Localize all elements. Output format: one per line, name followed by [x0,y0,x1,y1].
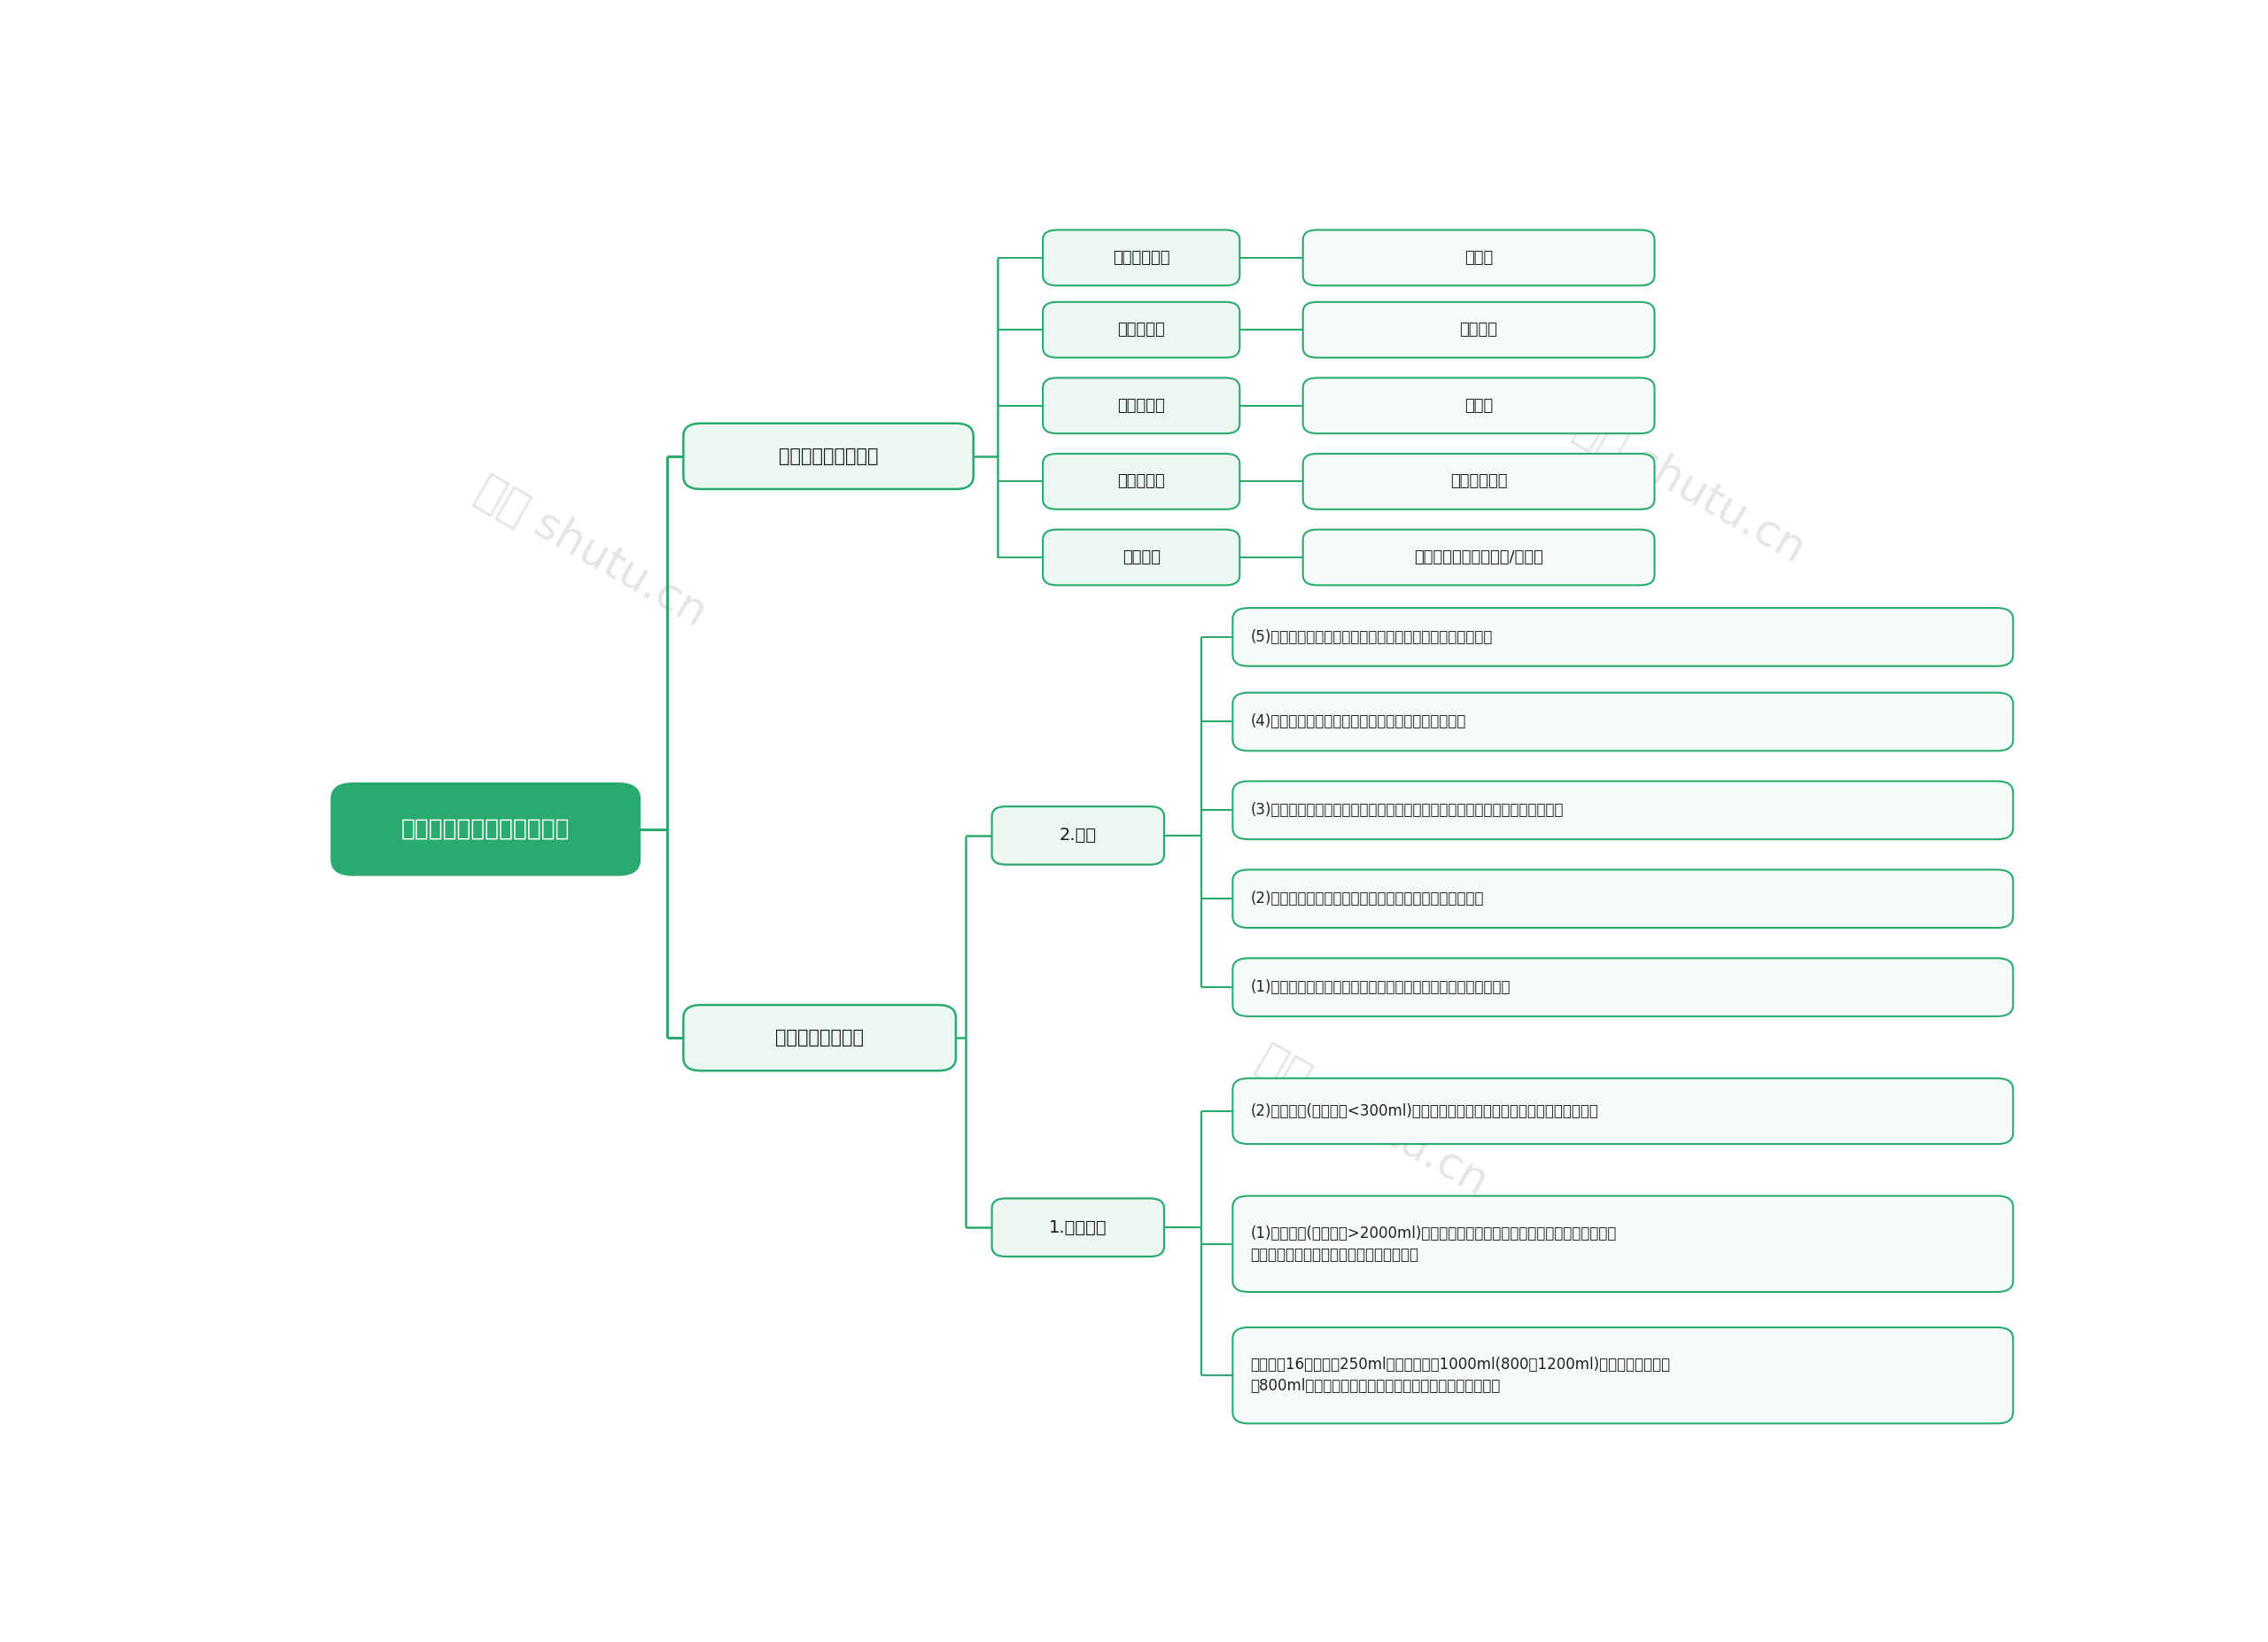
Text: 脂肪细胞: 脂肪细胞 [1461,322,1497,338]
Text: (1)妊娠早期羊水为无色透明或淡黄色液体，妊娠晚期略显混浊。: (1)妊娠早期羊水为无色透明或淡黄色液体，妊娠晚期略显混浊。 [1250,979,1510,995]
FancyBboxPatch shape [1234,1195,2014,1292]
FancyBboxPatch shape [1304,378,1656,433]
Text: 肝脏成熟度: 肝脏成熟度 [1118,397,1166,414]
Text: 胆红素: 胆红素 [1465,397,1492,414]
Text: 羊水泡沫试验、卵磷脂/鞘磷脂: 羊水泡沫试验、卵磷脂/鞘磷脂 [1415,550,1542,565]
FancyBboxPatch shape [1234,1327,2014,1424]
Text: 正常妊娠16周时约为250ml，妊娠晚期约1000ml(800～1200ml)足月妊娠羊水量约
为800ml，羊水在胎儿与母体间不断交换，维持动态平衡。: 正常妊娠16周时约为250ml，妊娠晚期约1000ml(800～1200ml)足… [1250,1356,1669,1394]
Text: 淀粉酶: 淀粉酶 [1465,250,1492,266]
FancyBboxPatch shape [331,783,640,875]
FancyBboxPatch shape [1043,230,1241,286]
FancyBboxPatch shape [1234,693,2014,750]
FancyBboxPatch shape [1234,959,2014,1016]
Text: (3)母胎血型不合、胎儿宫内溶血时，羊水中因含有大量胆红素而成为金黄色。: (3)母胎血型不合、胎儿宫内溶血时，羊水中因含有大量胆红素而成为金黄色。 [1250,803,1563,818]
FancyBboxPatch shape [1234,1079,2014,1144]
Text: 一、羊水理学检查: 一、羊水理学检查 [776,1030,864,1046]
Text: (5)胎盘功能减退或过期妊娠，羊水为黄色、黏稠且能拉丝。: (5)胎盘功能减退或过期妊娠，羊水为黄色、黏稠且能拉丝。 [1250,629,1492,645]
Text: (2)胎儿窘迫时，羊水中因混有胎粪而呈黄绿色或深绿色。: (2)胎儿窘迫时，羊水中因混有胎粪而呈黄绿色或深绿色。 [1250,890,1483,906]
FancyBboxPatch shape [1234,608,2014,667]
Text: (1)羊水过多(晚期妊娠>2000ml)见于胎儿畸形、胎盘脐带病变、孕妇及胎儿各种疾
病、多胎妊娠、原因不明特发性羊水过多。: (1)羊水过多(晚期妊娠>2000ml)见于胎儿畸形、胎盘脐带病变、孕妇及胎儿各… [1250,1225,1617,1263]
Text: 肾脏成熟度: 肾脏成熟度 [1118,473,1166,489]
Text: 树图 shutu.cn: 树图 shutu.cn [1567,406,1812,571]
Text: 2.外观: 2.外观 [1059,828,1098,844]
FancyBboxPatch shape [683,1005,955,1071]
FancyBboxPatch shape [1043,378,1241,433]
Text: (4)羊膜腔内明显感染时，羊水呈脓性混浊且有臭味。: (4)羊膜腔内明显感染时，羊水呈脓性混浊且有臭味。 [1250,714,1465,729]
Text: (2)羊水过少(晚期妊娠<300ml)见于胎儿畸形、过期妊娠、胎儿宫内发育迟缓。: (2)羊水过少(晚期妊娠<300ml)见于胎儿畸形、过期妊娠、胎儿宫内发育迟缓。 [1250,1103,1599,1120]
FancyBboxPatch shape [991,1199,1163,1256]
Text: 1.羊水量：: 1.羊水量： [1048,1218,1107,1236]
FancyBboxPatch shape [991,806,1163,865]
FancyBboxPatch shape [1043,453,1241,509]
FancyBboxPatch shape [1234,870,2014,928]
Text: 树图 shutu.cn: 树图 shutu.cn [1250,1038,1497,1204]
FancyBboxPatch shape [1304,453,1656,509]
Text: 肌酐、葡萄糖: 肌酐、葡萄糖 [1449,473,1508,489]
FancyBboxPatch shape [1304,302,1656,358]
FancyBboxPatch shape [683,424,973,489]
Text: 二、胎儿成熟度检查: 二、胎儿成熟度检查 [778,447,878,465]
FancyBboxPatch shape [1043,530,1241,585]
FancyBboxPatch shape [1043,302,1241,358]
Text: 医学检验学知识：羊水检查: 医学检验学知识：羊水检查 [401,818,569,841]
Text: 树图 shutu.cn: 树图 shutu.cn [469,468,714,634]
Text: 唾液腺成熟度: 唾液腺成熟度 [1114,250,1170,266]
FancyBboxPatch shape [1234,782,2014,839]
Text: 皮肤成熟度: 皮肤成熟度 [1118,322,1166,338]
Text: 肺成熟度: 肺成熟度 [1123,550,1161,565]
FancyBboxPatch shape [1304,530,1656,585]
FancyBboxPatch shape [1304,230,1656,286]
